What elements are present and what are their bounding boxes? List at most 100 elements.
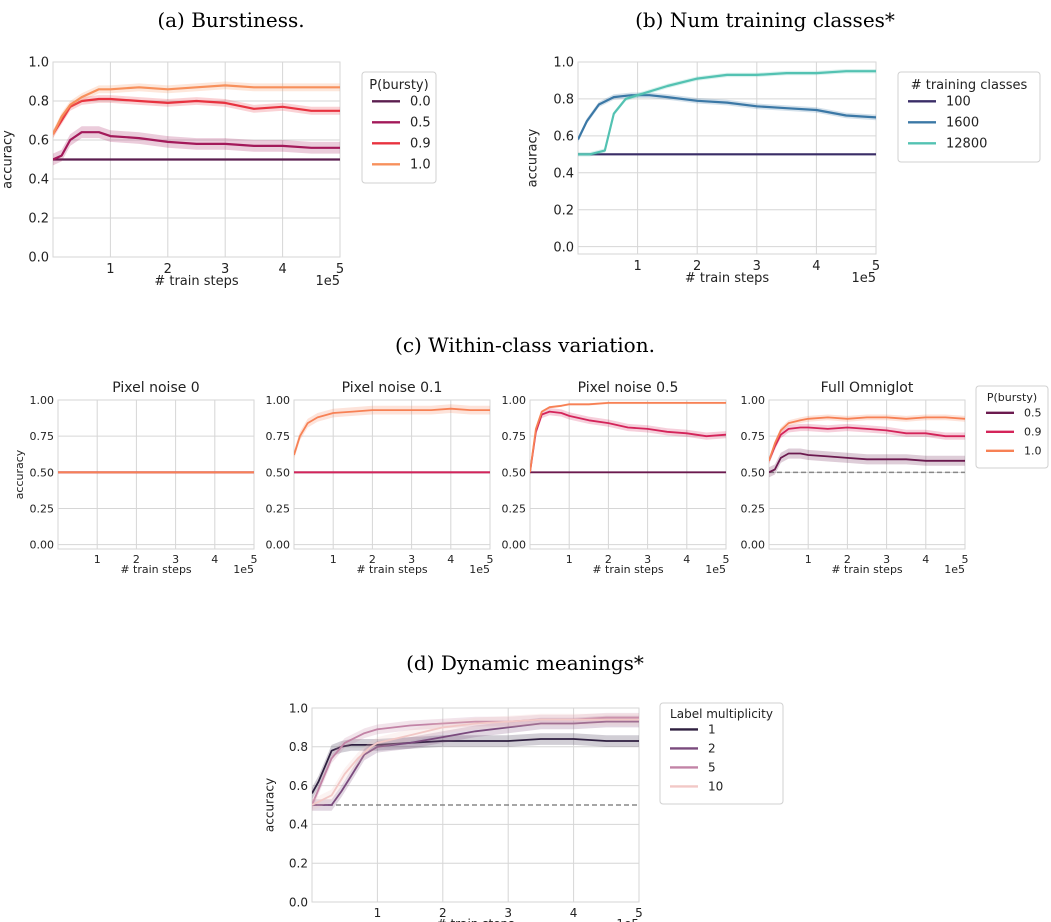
x-tick-label: 4 <box>278 262 286 277</box>
chart-c3-subtitle: Pixel noise 0.5 <box>578 380 679 396</box>
series-band-0-9 <box>530 408 726 476</box>
x-tick-label: 5 <box>723 553 730 566</box>
legend-title: # training classes <box>911 78 1028 93</box>
legend-label-100: 100 <box>946 95 971 110</box>
y-tick-label: 1.00 <box>502 394 527 407</box>
y-tick-label: 0.2 <box>28 212 49 227</box>
series-line-0-9 <box>53 97 340 135</box>
chart-a-plot-area <box>53 81 340 166</box>
y-tick-label: 0.25 <box>266 502 291 515</box>
legend-title: Label multiplicity <box>670 707 773 721</box>
y-tick-label: 0.75 <box>30 430 55 443</box>
x-tick-label: 2 <box>369 553 376 566</box>
chart-pixel-noise-0-5: Pixel noise 0.5 1 2 3 4 5 0.00 0.25 0.50 0.75 1.00… <box>502 380 730 576</box>
plot-frame <box>768 399 966 550</box>
x-axis-multiplier: 1e5 <box>616 917 639 922</box>
legend-title: P(bursty) <box>987 391 1037 404</box>
y-tick-label: 0.8 <box>553 93 574 108</box>
x-axis-multiplier: 1e5 <box>315 274 340 289</box>
y-tick-label: 0.50 <box>741 466 766 479</box>
series-band-1-0 <box>294 404 490 460</box>
x-tick-label: 4 <box>922 553 929 566</box>
x-axis-multiplier: 1e5 <box>944 563 965 576</box>
chart-full-omniglot: Full Omniglot 1 2 3 4 5 0.00 0.25 0.50 0.75 1.00 # … <box>741 380 1049 576</box>
legend-label-0-5: 0.5 <box>1024 406 1042 419</box>
x-axis-label: # train steps <box>437 917 515 922</box>
plot-frame <box>57 399 255 550</box>
x-tick-label: 5 <box>872 259 880 274</box>
x-tick-label: 1 <box>805 553 812 566</box>
x-tick-label: 3 <box>753 259 761 274</box>
x-tick-label: 3 <box>644 553 651 566</box>
y-tick-label: 0.75 <box>502 430 527 443</box>
chart-c2-plot-area <box>294 404 490 474</box>
legend-box <box>897 71 1041 163</box>
x-tick-label: 1 <box>94 553 101 566</box>
y-tick-label: 0.4 <box>28 173 49 188</box>
series-line-1600 <box>578 94 876 140</box>
legend-label-0-5: 0.5 <box>410 116 431 131</box>
y-tick-label: 0.25 <box>741 502 766 515</box>
x-axis-multiplier: 1e5 <box>851 271 876 286</box>
legend-label-12800: 12800 <box>946 137 987 152</box>
y-tick-label: 0.2 <box>553 203 574 218</box>
x-axis-label: # train steps <box>120 563 192 576</box>
y-tick-label: 0.50 <box>266 466 291 479</box>
chart-c1-grid <box>58 399 255 549</box>
x-tick-label: 2 <box>693 259 701 274</box>
series-line-12800 <box>578 70 876 156</box>
y-tick-label: 0.25 <box>30 502 55 515</box>
x-tick-label: 5 <box>336 262 344 277</box>
x-tick-label: 1 <box>566 553 573 566</box>
series-line-1-0 <box>53 84 340 135</box>
x-tick-label: 5 <box>487 553 494 566</box>
chart-b-plot-area <box>578 69 876 157</box>
x-axis-multiplier: 1e5 <box>233 563 254 576</box>
x-tick-label: 3 <box>883 553 890 566</box>
legend-label-1-0: 1.0 <box>410 158 431 173</box>
x-axis-label: # train steps <box>154 274 239 289</box>
x-tick-label: 4 <box>447 553 454 566</box>
legend-box <box>361 71 437 184</box>
series-line-2 <box>312 720 639 806</box>
y-tick-label: 0.50 <box>30 466 55 479</box>
legend-label-0-9: 0.9 <box>410 137 431 152</box>
chart-pixel-noise-0-1: Pixel noise 0.1 1 2 3 4 5 0.00 0.25 0.50 0.75 1.00… <box>266 380 494 576</box>
y-tick-label: 0.00 <box>502 539 527 552</box>
y-tick-label: 0.50 <box>502 466 527 479</box>
x-axis-label: # train steps <box>831 563 903 576</box>
y-tick-label: 0.8 <box>28 95 49 110</box>
y-tick-label: 0.25 <box>502 502 527 515</box>
x-axis-multiplier: 1e5 <box>469 563 490 576</box>
y-axis-label: accuracy <box>525 128 540 187</box>
y-tick-label: 1.0 <box>289 701 308 715</box>
chart-b-legend: # training classes 100 1600 12800 <box>897 71 1041 163</box>
y-tick-label: 1.0 <box>553 56 574 71</box>
panel-d-title: (d) Dynamic meanings* <box>406 651 644 675</box>
y-tick-label: 0.8 <box>289 740 308 754</box>
y-tick-label: 1.0 <box>28 56 49 71</box>
chart-pixel-noise-0: Pixel noise 0 1 2 3 4 5 0.00 0.25 0.50 0.75 1.00 # … <box>13 380 258 576</box>
panel-c-title: (c) Within-class variation. <box>395 333 655 357</box>
legend-label-0-9: 0.9 <box>1024 425 1042 438</box>
x-tick-label: 1 <box>106 262 114 277</box>
x-tick-label: 5 <box>962 553 969 566</box>
x-tick-label: 4 <box>683 553 690 566</box>
chart-c3-plot-area <box>530 401 726 476</box>
x-axis-multiplier: 1e5 <box>705 563 726 576</box>
legend-box <box>975 385 1049 469</box>
x-tick-label: 2 <box>844 553 851 566</box>
y-axis-label: accuracy <box>13 449 26 499</box>
series-line-1-0 <box>769 416 965 462</box>
y-tick-label: 1.00 <box>266 394 291 407</box>
series-line-0-5 <box>53 131 340 161</box>
y-tick-label: 0.00 <box>741 539 766 552</box>
x-tick-label: 4 <box>812 259 820 274</box>
series-band-10 <box>312 713 639 811</box>
y-tick-label: 0.4 <box>289 818 308 832</box>
y-tick-label: 0.6 <box>28 134 49 149</box>
legend-label-1: 1 <box>708 722 716 736</box>
series-band-1600 <box>578 92 876 143</box>
y-axis-label: accuracy <box>0 130 15 189</box>
